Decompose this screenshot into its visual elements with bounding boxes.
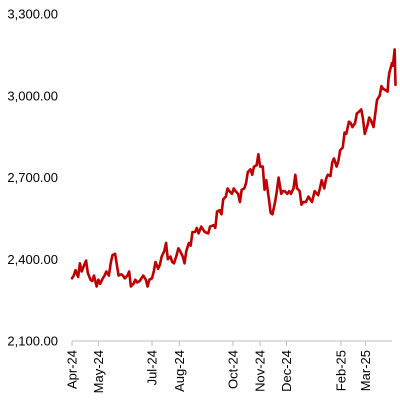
x-axis: Apr-24 May-24 Jul-24 Aug-24 Oct-24 Nov-24 Dec-… bbox=[65, 340, 392, 393]
x-tick-label: May-24 bbox=[91, 350, 106, 393]
y-axis-tick-labels: 2,100.00 2,400.00 2,700.00 3,000.00 3,300.00 bbox=[7, 7, 58, 349]
y-tick-label: 2,100.00 bbox=[7, 334, 58, 349]
series-group bbox=[70, 48, 397, 288]
y-tick-label: 2,700.00 bbox=[7, 170, 58, 185]
x-tick-label: Mar-25 bbox=[358, 350, 373, 391]
y-tick-label: 3,300.00 bbox=[7, 7, 58, 22]
x-tick-label: Feb-25 bbox=[334, 350, 349, 391]
x-tick-label: Jul-24 bbox=[145, 350, 160, 385]
x-tick-label: Apr-24 bbox=[65, 350, 80, 389]
y-tick-label: 3,000.00 bbox=[7, 88, 58, 103]
x-tick-label: Nov-24 bbox=[253, 350, 268, 392]
series-line bbox=[70, 48, 397, 288]
x-axis-tick-labels: Apr-24 May-24 Jul-24 Aug-24 Oct-24 Nov-24 Dec-… bbox=[65, 350, 374, 393]
y-tick-label: 2,400.00 bbox=[7, 252, 58, 267]
x-tick-label: Dec-24 bbox=[279, 350, 294, 392]
x-tick-label: Aug-24 bbox=[172, 350, 187, 392]
x-axis-ticks bbox=[71, 341, 367, 346]
x-tick-label: Oct-24 bbox=[225, 350, 240, 389]
